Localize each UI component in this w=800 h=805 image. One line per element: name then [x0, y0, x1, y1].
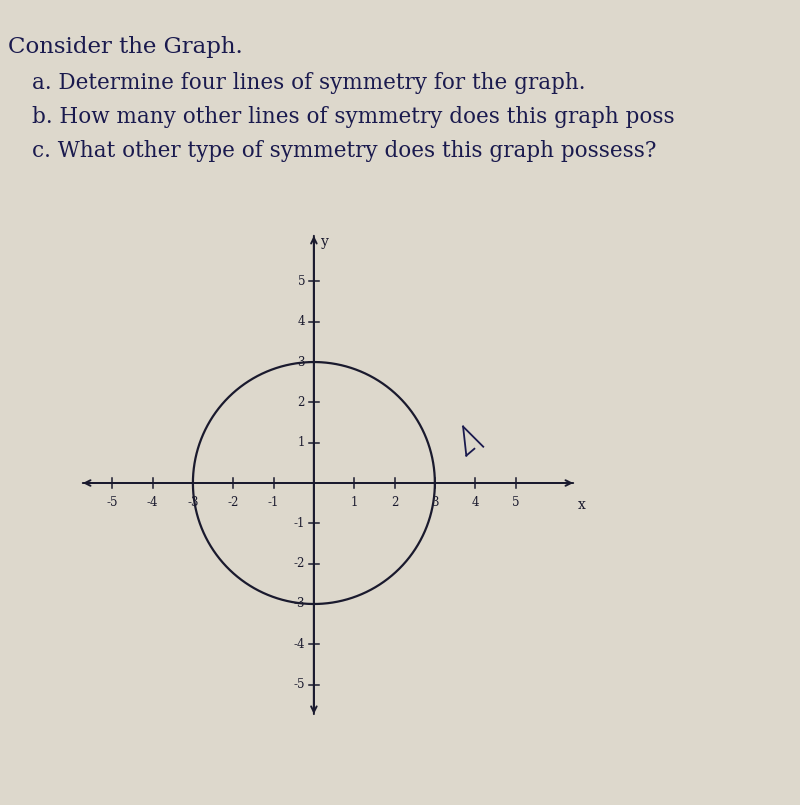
Text: b. How many other lines of symmetry does this graph poss: b. How many other lines of symmetry does…: [32, 106, 674, 128]
Text: -4: -4: [294, 638, 305, 650]
Text: -2: -2: [227, 496, 239, 509]
Text: -2: -2: [294, 557, 305, 570]
Text: -3: -3: [187, 496, 198, 509]
Text: 4: 4: [298, 316, 305, 328]
Text: y: y: [321, 235, 329, 249]
Text: a. Determine four lines of symmetry for the graph.: a. Determine four lines of symmetry for …: [32, 72, 586, 94]
Text: -1: -1: [294, 517, 305, 530]
Text: 3: 3: [431, 496, 438, 509]
Text: -3: -3: [294, 597, 305, 610]
Text: -5: -5: [106, 496, 118, 509]
Text: x: x: [578, 498, 586, 512]
Text: 2: 2: [298, 396, 305, 409]
Text: Consider the Graph.: Consider the Graph.: [8, 36, 242, 58]
Text: -4: -4: [147, 496, 158, 509]
Text: c. What other type of symmetry does this graph possess?: c. What other type of symmetry does this…: [32, 140, 656, 162]
Text: 4: 4: [471, 496, 479, 509]
Text: 5: 5: [298, 275, 305, 288]
Text: -1: -1: [268, 496, 279, 509]
Text: -5: -5: [294, 678, 305, 691]
Text: 5: 5: [512, 496, 519, 509]
Text: 2: 2: [391, 496, 398, 509]
Text: 1: 1: [350, 496, 358, 509]
Text: 1: 1: [298, 436, 305, 449]
Text: 3: 3: [298, 356, 305, 369]
